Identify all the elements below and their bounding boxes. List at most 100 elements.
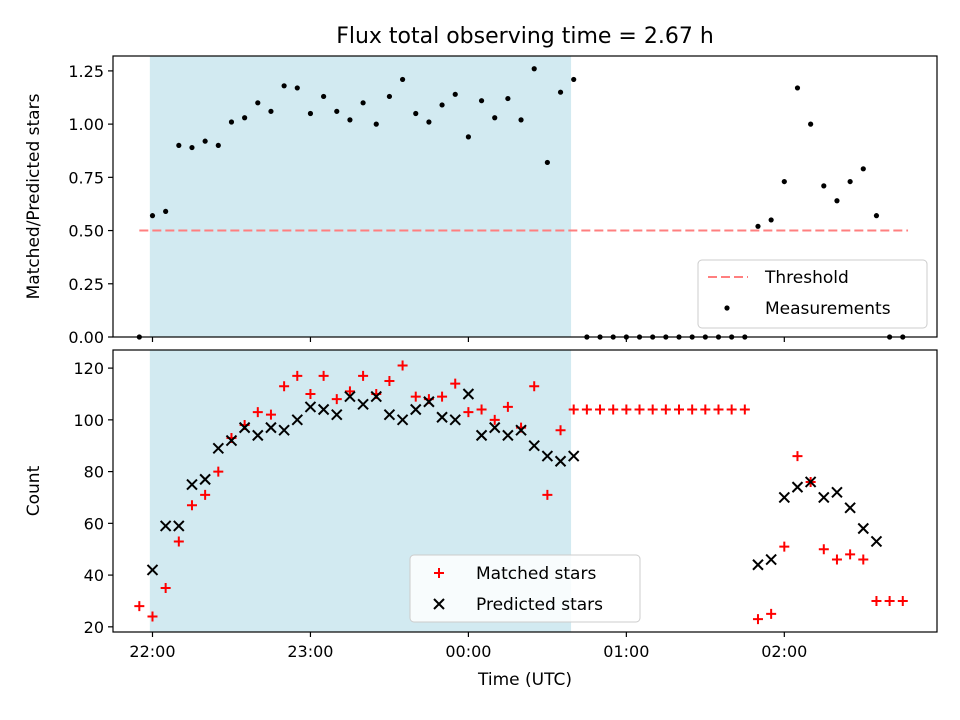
measurement-point bbox=[228, 119, 235, 125]
predicted-star-point bbox=[396, 414, 409, 426]
measurement-point bbox=[242, 115, 248, 121]
legend-threshold-label: Threshold bbox=[764, 268, 849, 288]
matched-star-point bbox=[502, 401, 513, 412]
legend-predicted-swatch bbox=[433, 598, 445, 610]
predicted-star-point bbox=[475, 429, 488, 442]
matched-star-point bbox=[173, 536, 184, 547]
matched-star-point bbox=[634, 404, 645, 415]
predicted-star-point bbox=[146, 564, 159, 576]
matched-star-point bbox=[265, 409, 276, 420]
predicted-star-point bbox=[541, 450, 554, 462]
predicted-star-point bbox=[238, 421, 251, 434]
measurement-point bbox=[544, 159, 550, 166]
measurement-point bbox=[149, 213, 156, 219]
measurement-point bbox=[860, 166, 866, 172]
y-axis-label: Matched/Predicted stars bbox=[24, 93, 44, 299]
legend-measurements-swatch bbox=[724, 305, 730, 311]
predicted-star-point bbox=[502, 429, 514, 442]
matched-star-point bbox=[252, 407, 263, 418]
matched-star-point bbox=[147, 611, 158, 622]
matched-star-point bbox=[621, 404, 632, 415]
predicted-star-point bbox=[212, 442, 225, 455]
y-tick-label: 0.00 bbox=[68, 328, 104, 347]
matched-star-point bbox=[779, 541, 790, 552]
matched-star-point bbox=[555, 425, 566, 436]
predicted-star-point bbox=[317, 403, 330, 416]
matched-star-point bbox=[529, 381, 540, 392]
predicted-star-point bbox=[831, 486, 843, 499]
predicted-star-point bbox=[304, 401, 317, 413]
predicted-star-point bbox=[462, 388, 475, 400]
x-tick-label: 22:00 bbox=[129, 642, 175, 661]
predicted-star-point bbox=[252, 429, 264, 442]
measurement-point bbox=[465, 134, 471, 140]
measurement-point bbox=[492, 115, 498, 121]
observing-window-shade bbox=[149, 56, 572, 337]
bottom-legend: Matched stars Predicted stars bbox=[409, 554, 641, 623]
measurement-point bbox=[202, 138, 208, 144]
y-tick-label: 40 bbox=[84, 566, 104, 585]
matched-star-point bbox=[450, 378, 461, 389]
legend-box bbox=[409, 554, 641, 623]
matched-star-point bbox=[884, 595, 895, 606]
matched-star-point bbox=[608, 404, 619, 415]
measurement-point bbox=[294, 85, 300, 91]
measurement-point bbox=[347, 117, 353, 123]
bottom-panel: 20 40 60 80 100 120 22:00 23:00 00:00 01:00 02:00 C… bbox=[24, 349, 938, 690]
bottom-axes-frame bbox=[112, 349, 938, 633]
predicted-star-point bbox=[423, 396, 435, 408]
legend-box bbox=[697, 259, 928, 329]
matched-star-point bbox=[437, 391, 448, 402]
top-axes-frame bbox=[112, 55, 938, 338]
matched-star-point bbox=[305, 388, 316, 399]
measurement-point bbox=[307, 110, 314, 117]
predicted-star-point bbox=[857, 522, 869, 535]
y-tick-label: 0.75 bbox=[68, 168, 104, 187]
measurement-point bbox=[873, 213, 880, 219]
matched-star-point bbox=[766, 608, 777, 619]
predicted-star-point bbox=[370, 390, 382, 403]
y-tick-label: 60 bbox=[84, 514, 104, 533]
matched-star-point bbox=[818, 544, 829, 555]
measurement-point bbox=[452, 91, 458, 97]
predicted-star-point bbox=[291, 414, 303, 426]
matched-star-point bbox=[542, 489, 553, 500]
matched-star-point bbox=[384, 376, 395, 387]
matched-star-point bbox=[213, 466, 224, 477]
measurement-point bbox=[215, 142, 221, 149]
chart-title: Flux total observing time = 2.67 h bbox=[336, 24, 714, 49]
predicted-star-point bbox=[870, 535, 883, 548]
y-tick-label: 20 bbox=[84, 618, 104, 637]
matched-star-point bbox=[897, 595, 908, 606]
matched-star-point bbox=[318, 370, 329, 381]
measurement-point bbox=[255, 100, 261, 106]
matched-star-point bbox=[344, 386, 355, 397]
measurement-point bbox=[281, 83, 287, 89]
matched-star-point bbox=[331, 394, 342, 405]
matched-star-point bbox=[700, 404, 711, 415]
predicted-star-point bbox=[818, 491, 830, 504]
predicted-star-point bbox=[752, 559, 764, 571]
matched-star-point bbox=[752, 614, 763, 625]
matched-star-point bbox=[463, 407, 474, 418]
measurement-point bbox=[189, 144, 195, 151]
legend-predicted-label: Predicted stars bbox=[476, 595, 603, 615]
predicted-star-point bbox=[383, 408, 396, 421]
legend-measurements-label: Measurements bbox=[765, 299, 891, 319]
measurement-point bbox=[768, 217, 774, 223]
matched-star-point bbox=[845, 549, 856, 560]
predicted-star-point bbox=[778, 491, 791, 504]
matched-star-point bbox=[279, 381, 290, 392]
matched-star-point bbox=[660, 404, 671, 415]
matched-star-point bbox=[186, 500, 197, 511]
measurement-point bbox=[518, 117, 524, 123]
matched-star-point bbox=[200, 489, 211, 500]
predicted-star-point bbox=[357, 398, 369, 411]
legend-matched-label: Matched stars bbox=[476, 564, 596, 584]
x-tick-label: 01:00 bbox=[603, 642, 649, 661]
predicted-star-point bbox=[173, 520, 185, 532]
x-axis-label: Time (UTC) bbox=[477, 670, 572, 690]
legend-matched-swatch bbox=[434, 568, 444, 578]
y-tick-label: 1.25 bbox=[68, 62, 104, 81]
